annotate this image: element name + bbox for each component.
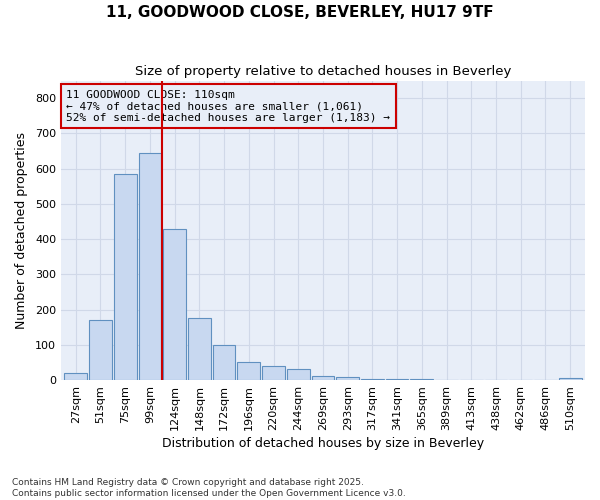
Bar (139, 153, 161, 380)
Text: 11 GOODWOOD CLOSE: 110sqm
← 47% of detached houses are smaller (1,061)
52% of se: 11 GOODWOOD CLOSE: 110sqm ← 47% of detac… (66, 90, 390, 122)
Bar (89, 320, 112, 380)
Bar (262, 366, 285, 380)
Bar (163, 228, 186, 380)
Title: Size of property relative to detached houses in Beverley: Size of property relative to detached ho… (135, 65, 511, 78)
Text: 11, GOODWOOD CLOSE, BEVERLEY, HU17 9TF: 11, GOODWOOD CLOSE, BEVERLEY, HU17 9TF (106, 5, 494, 20)
Bar (213, 345, 235, 380)
Bar (559, 378, 581, 380)
Bar (337, 378, 359, 380)
Bar (361, 378, 384, 380)
Bar (311, 376, 334, 380)
Bar (114, 174, 137, 380)
Bar (287, 369, 310, 380)
Bar (64, 373, 87, 380)
Text: Contains HM Land Registry data © Crown copyright and database right 2025.
Contai: Contains HM Land Registry data © Crown c… (12, 478, 406, 498)
Bar (386, 379, 409, 380)
X-axis label: Distribution of detached houses by size in Beverley: Distribution of detached houses by size … (162, 437, 484, 450)
Y-axis label: Number of detached properties: Number of detached properties (15, 132, 28, 329)
Bar (188, 318, 211, 380)
Bar (238, 362, 260, 380)
